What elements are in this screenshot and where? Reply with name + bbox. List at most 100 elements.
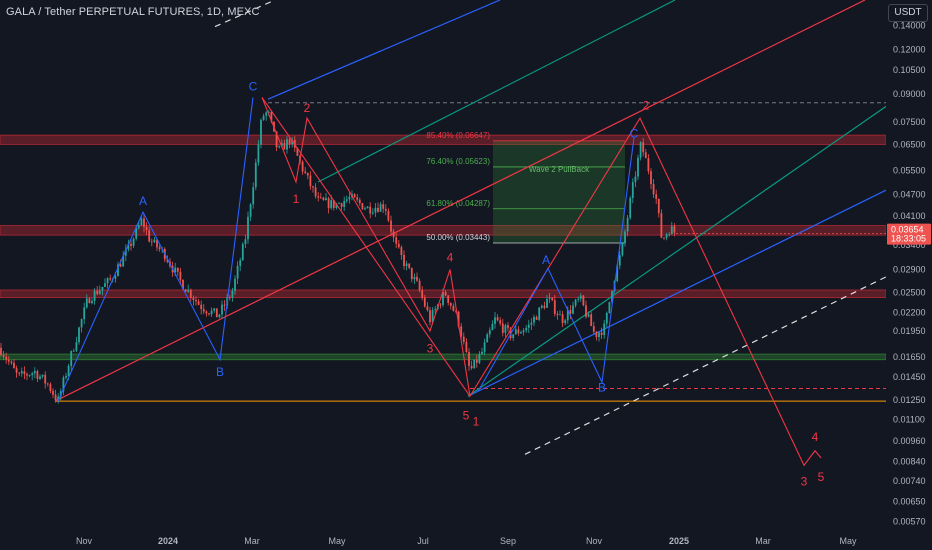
candle-body [629,198,632,218]
candle-body [514,329,517,335]
candle-body [551,297,554,301]
time-axis-panel[interactable] [0,530,932,550]
candle-body [410,267,413,280]
fib-box-fill [493,140,625,244]
candle-body [470,365,473,369]
candle-body [569,309,572,314]
candle-body [184,289,187,292]
price-tick-label: 0.00740 [893,476,926,486]
price-tick-label: 0.01250 [893,395,926,405]
candle-body [330,200,333,209]
time-tick-label: 2024 [158,536,178,546]
candle-body [288,139,291,145]
candle-body [413,276,416,280]
candle-body [387,210,390,221]
candle-body [397,243,400,248]
fib-level-label: 85.40% (0.06647) [426,131,490,140]
wave-label: 1 [293,192,300,206]
trend-channels[interactable] [54,0,932,455]
wave-path [477,137,635,392]
wave-label: B [598,380,606,394]
candle-body [512,334,515,339]
candle-body [439,304,442,306]
candle-body [447,295,450,303]
candle-body [13,362,15,369]
candle-body [49,384,52,391]
candle-body [221,304,223,315]
candle-body [582,295,585,306]
candle-body [83,307,86,320]
candle-body [369,206,372,214]
fib-retracement-box[interactable]: 85.40% (0.06647) 76.40% (0.05623) 61.80% (… [426,131,625,244]
candle-body [304,171,307,173]
candle-body [249,204,252,217]
candle-body [423,297,426,307]
candle-body [338,203,340,205]
candle-body [585,305,587,317]
price-tick-label: 0.01100 [893,415,925,425]
candle-body [236,265,239,279]
candle-body [44,374,47,384]
price-tick-label: 0.03400 [893,240,926,250]
candle-body [254,162,257,188]
candle-body [252,187,255,205]
candle-body [429,310,431,323]
candle-body [392,231,395,238]
candle-body [434,309,437,311]
candle-body [660,213,663,238]
candle-body [202,309,205,312]
candle-body [119,264,122,267]
candle-body [200,304,203,310]
candle-body [473,359,476,369]
candle-body [548,297,551,299]
time-tick-label: Sep [500,536,516,546]
candle-body [23,371,26,375]
candle-body [618,255,621,266]
price-tick-label: 0.01950 [893,326,926,336]
price-tick-label: 0.02900 [893,264,926,274]
candle-body [455,310,457,312]
wave-label: 5 [818,470,825,484]
candle-body [2,354,5,357]
candle-body [176,267,179,272]
candle-body [457,311,460,327]
price-axis-panel[interactable] [886,0,932,530]
candle-body [187,289,190,292]
candle-body [590,314,593,327]
candle-body [75,342,78,351]
candle-body [31,373,34,376]
candle-body [327,198,330,209]
candle-body [611,290,613,302]
elliott-wave-paths[interactable] [57,97,822,467]
candle-body [340,203,343,207]
candle-body [91,300,93,304]
currency-unit-badge[interactable]: USDT [888,4,928,22]
candle-body [507,325,509,329]
candle-body [150,241,153,243]
wave-label: 4 [812,430,819,444]
candle-body [460,326,463,337]
chart-title: GALA / Tether PERPETUAL FUTURES, 1D, MEX… [6,6,260,18]
candle-body [517,329,520,334]
candle-body [244,239,247,245]
time-tick-label: Nov [76,536,93,546]
candle-body [291,139,294,145]
candle-body [72,350,75,352]
candle-body [325,198,327,201]
candle-body [234,278,236,291]
candle-body [379,204,382,212]
candle-body [156,239,158,248]
candle-body [616,265,619,281]
candle-body [210,310,213,315]
candle-body [52,390,54,395]
candle-body [15,368,18,373]
candle-body [283,143,286,150]
candle-body [592,326,595,332]
channel-line [467,74,932,397]
candle-body [301,161,304,172]
candle-body [356,197,359,200]
candle-body [574,299,577,306]
